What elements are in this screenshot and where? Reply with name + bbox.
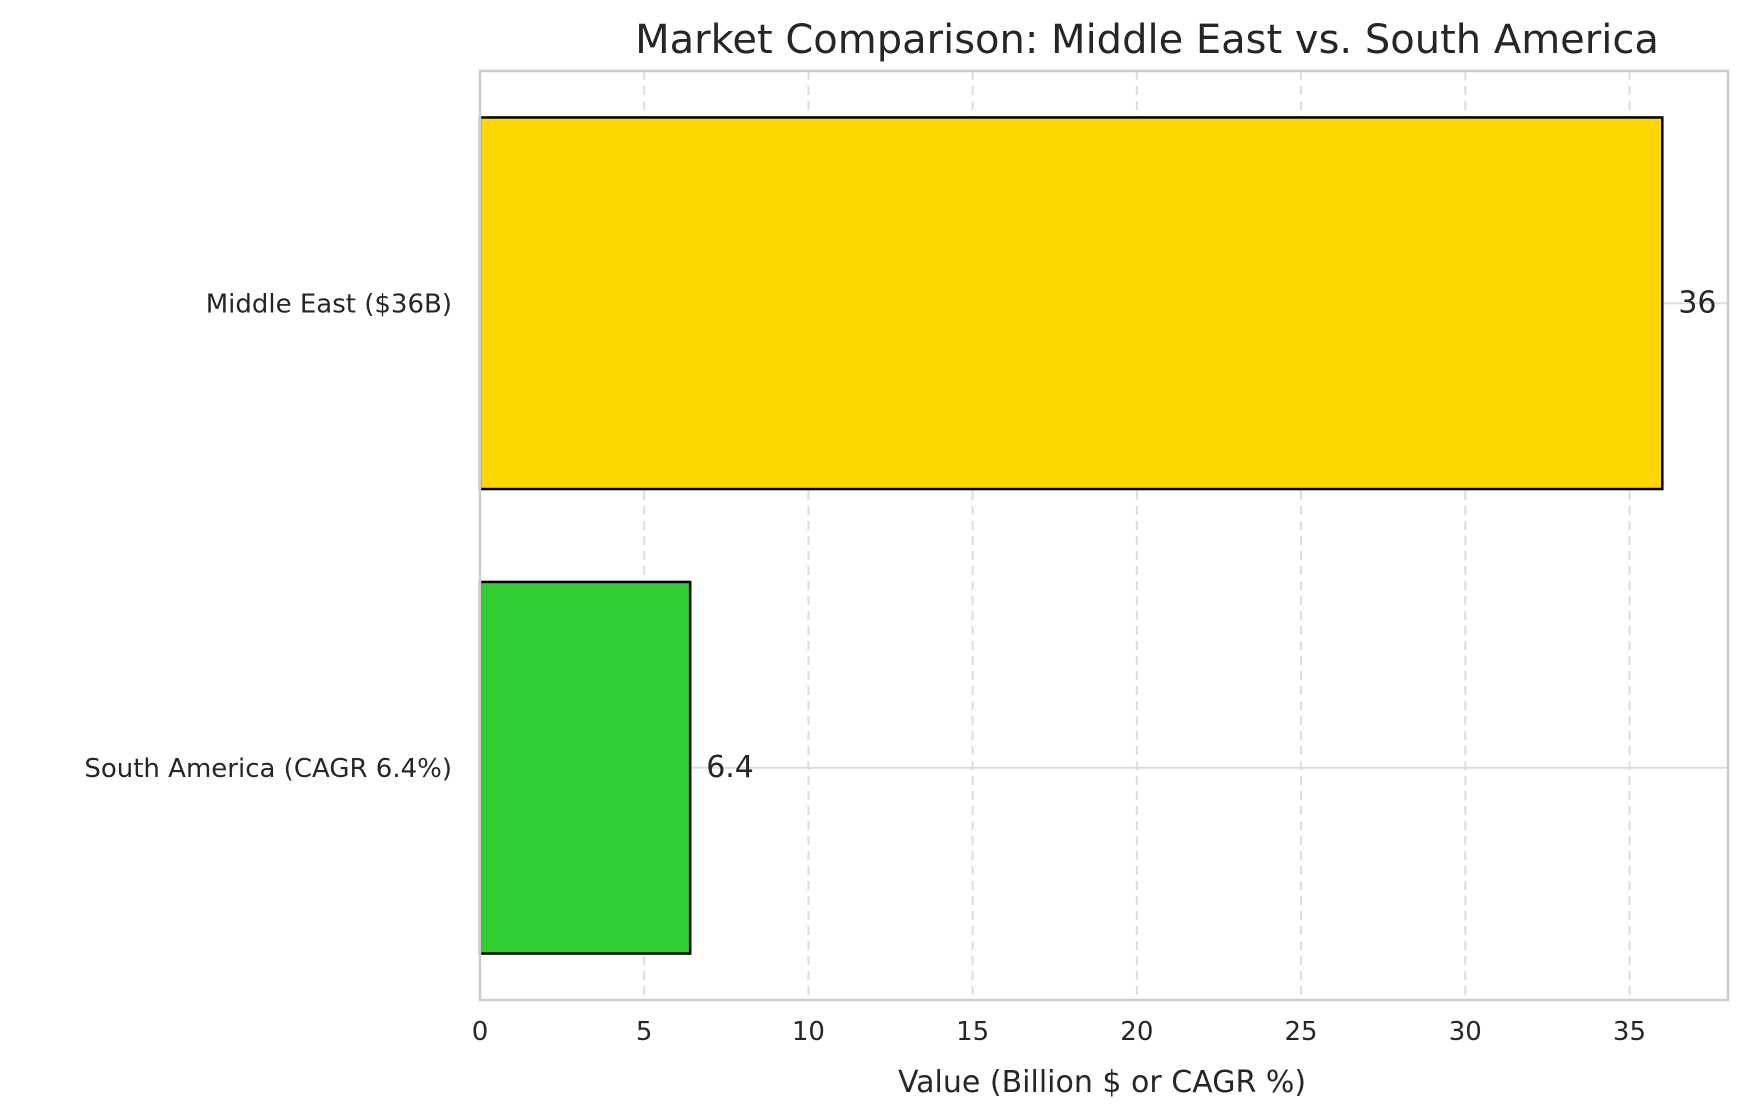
x-tick-label: 30 xyxy=(1449,1017,1482,1047)
x-tick-label: 10 xyxy=(792,1017,825,1047)
labels-layer: 0 5 10 15 20 25 30 35 South America (CAGR 6.4%) 6… xyxy=(84,285,1716,1047)
x-axis-label: Value (Billion $ or CAGR %) xyxy=(898,1065,1306,1100)
x-tick-label: 5 xyxy=(636,1017,653,1047)
x-tick-label: 15 xyxy=(956,1017,989,1047)
x-tick-label: 25 xyxy=(1285,1017,1318,1047)
chart-title: Market Comparison: Middle East vs. South… xyxy=(635,17,1659,63)
x-tick-label: 20 xyxy=(1120,1017,1153,1047)
bar-value-label: 36 xyxy=(1678,285,1716,320)
x-tick-label: 0 xyxy=(472,1017,489,1047)
y-tick-label: Middle East ($36B) xyxy=(206,289,452,319)
bars-layer xyxy=(478,116,1664,955)
plot-frame xyxy=(478,69,1730,1002)
bar xyxy=(478,580,692,955)
bar-value-label: 6.4 xyxy=(706,750,754,785)
x-tick-label: 35 xyxy=(1613,1017,1646,1047)
y-tick-label: South America (CAGR 6.4%) xyxy=(84,754,452,784)
bar xyxy=(478,116,1664,491)
